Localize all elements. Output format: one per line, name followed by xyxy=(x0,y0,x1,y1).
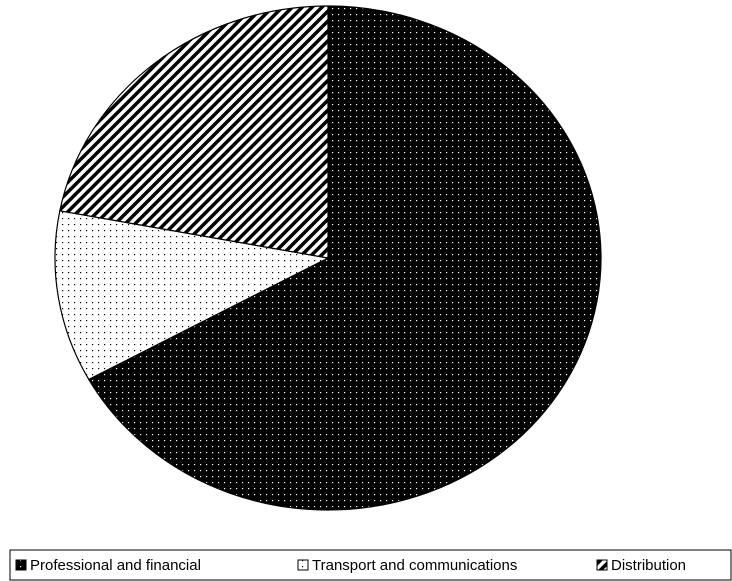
pie-slice xyxy=(54,210,330,381)
legend-box xyxy=(9,549,732,581)
legend-swatch xyxy=(15,559,27,571)
legend-label: Transport and communications xyxy=(312,557,517,574)
pie-slice xyxy=(59,5,329,259)
legend-swatch xyxy=(297,559,309,571)
legend-label: Professional and financial xyxy=(30,557,201,574)
legend-swatch xyxy=(596,559,608,571)
legend-label: Distribution xyxy=(611,557,686,574)
pie-slice xyxy=(87,5,602,511)
